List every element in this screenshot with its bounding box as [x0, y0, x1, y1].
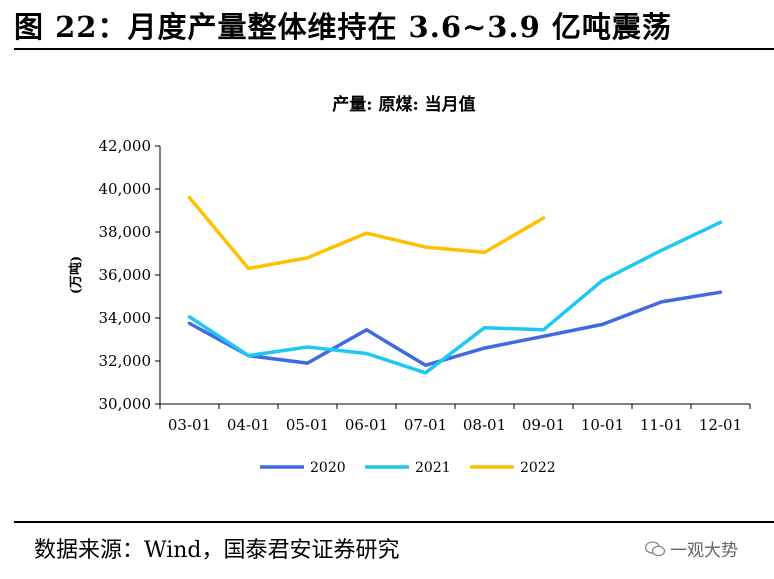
- x-tick-label: 08-01: [463, 416, 506, 434]
- legend-label-2020: 2020: [310, 460, 346, 476]
- x-tick-label: 05-01: [286, 416, 329, 434]
- y-axis-label: (万吨): [68, 256, 84, 294]
- bottom-rule: [14, 521, 774, 523]
- series-line-2022: [187, 195, 546, 271]
- x-tick-label: 10-01: [581, 416, 624, 434]
- y-tick-label: 40,000: [99, 180, 152, 198]
- y-tick-label: 34,000: [99, 309, 152, 327]
- y-tick-label: 30,000: [99, 395, 152, 413]
- y-tick-label: 42,000: [99, 137, 152, 155]
- top-rule: [14, 48, 774, 50]
- x-tick-label: 11-01: [640, 416, 683, 434]
- chart-title: 产量: 原煤: 当月值: [332, 94, 475, 115]
- source-note: 数据来源：Wind，国泰君安证券研究: [34, 538, 400, 563]
- axes: [159, 146, 750, 405]
- y-ticks: 30,000 32,000 34,000 36,000 38,000 40,000 42,0…: [99, 137, 160, 413]
- figure-title: 图 22：月度产量整体维持在 3.6~3.9 亿吨震荡: [14, 10, 672, 44]
- x-tick-label: 06-01: [345, 416, 388, 434]
- chart-area: 产量: 原煤: 当月值 (万吨) 30,000 32,000 34,000 36,00…: [0, 50, 774, 520]
- y-tick-label: 36,000: [99, 266, 152, 284]
- x-tick-label: 03-01: [168, 416, 211, 434]
- series-line-2021: [187, 220, 723, 375]
- line-chart: 产量: 原煤: 当月值 (万吨) 30,000 32,000 34,000 36,00…: [68, 94, 751, 476]
- legend-label-2022: 2022: [520, 460, 556, 476]
- series-lines: [187, 195, 723, 375]
- series-line-2020: [187, 290, 723, 368]
- legend: 2020 2021 2022: [260, 460, 556, 476]
- y-tick-label: 38,000: [99, 223, 152, 241]
- watermark-text: 一观大势: [670, 541, 738, 561]
- x-tick-label: 07-01: [404, 416, 447, 434]
- watermark: 一观大势: [644, 536, 738, 561]
- x-tick-label: 12-01: [699, 416, 742, 434]
- x-tick-label: 04-01: [227, 416, 270, 434]
- x-tick-label: 09-01: [522, 416, 565, 434]
- legend-label-2021: 2021: [415, 460, 451, 476]
- wechat-icon: [644, 540, 666, 556]
- x-ticks: 03-01 04-01 05-01 06-01 07-01 08-01 09-01 10-01…: [159, 404, 751, 434]
- y-tick-label: 32,000: [99, 352, 152, 370]
